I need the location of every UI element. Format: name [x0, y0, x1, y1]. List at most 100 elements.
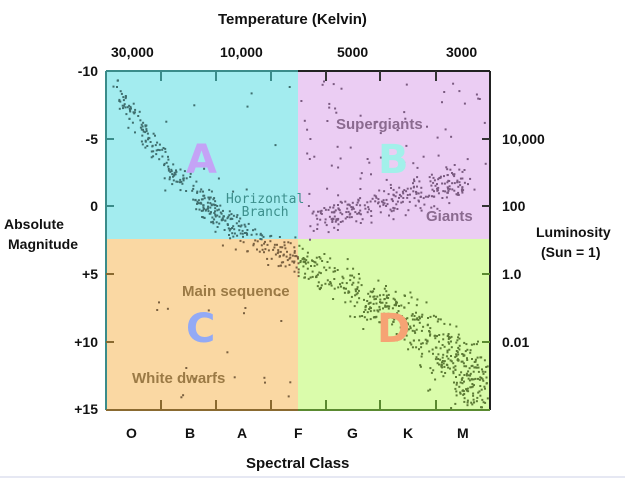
star-point [289, 253, 292, 256]
star-point [303, 261, 306, 264]
star-point [387, 307, 390, 310]
star-point [246, 250, 249, 253]
star-point [345, 287, 347, 290]
star-point [224, 219, 227, 222]
star-point [348, 213, 351, 216]
star-point [163, 164, 166, 167]
star-point [327, 208, 330, 211]
star-point [455, 355, 458, 358]
star-point [367, 302, 370, 305]
star-point [449, 336, 452, 339]
star-point [172, 179, 175, 182]
star-point [408, 200, 411, 203]
star-point [383, 312, 386, 315]
star-point [403, 338, 406, 341]
star-point [382, 201, 385, 204]
star-point [306, 251, 309, 254]
star-point [158, 143, 161, 146]
star-point [346, 267, 349, 270]
star-point [481, 398, 484, 401]
star-point [382, 307, 384, 310]
star-point [409, 327, 412, 330]
star-point [356, 201, 359, 204]
star-point [395, 203, 398, 206]
star-point [306, 255, 309, 258]
star-point [405, 190, 408, 193]
star-point [353, 316, 356, 318]
star-point [392, 320, 395, 323]
star-point [328, 283, 331, 286]
star-point [235, 216, 238, 219]
star-point [357, 273, 360, 275]
star-point [457, 193, 460, 196]
star-point [291, 260, 294, 263]
star-point [261, 248, 264, 251]
star-point [455, 350, 458, 352]
star-point [449, 323, 452, 326]
star-point [482, 401, 485, 404]
star-point [455, 383, 458, 386]
y-tick-label: -5 [85, 131, 98, 147]
star-point [406, 196, 409, 199]
star-point [438, 334, 441, 336]
star-point [453, 164, 456, 166]
star-point [385, 324, 388, 327]
star-point [232, 214, 235, 217]
star-point [466, 357, 468, 360]
star-point [289, 242, 292, 245]
star-point [420, 346, 423, 349]
star-point [337, 286, 340, 289]
x-tick-label: O [126, 425, 137, 441]
star-point [456, 358, 459, 361]
star-point [207, 210, 210, 213]
star-point [254, 239, 257, 242]
star-point [443, 345, 446, 348]
star-point [379, 211, 382, 214]
star-point [279, 264, 282, 267]
star-point [385, 296, 388, 299]
star-point [387, 293, 390, 296]
star-point [356, 301, 359, 304]
star-point [189, 175, 192, 178]
star-point [172, 175, 174, 178]
star-point [457, 333, 460, 336]
star-point [212, 198, 215, 201]
star-point [361, 218, 364, 221]
star-point [155, 153, 158, 156]
star-point [369, 290, 372, 293]
star-point [463, 102, 466, 105]
star-point [446, 351, 449, 354]
star-point [332, 83, 335, 86]
star-point [360, 172, 363, 175]
star-point [303, 258, 306, 261]
star-point [182, 179, 185, 182]
star-point [142, 128, 144, 131]
star-point [364, 305, 367, 308]
star-point [420, 342, 423, 345]
star-point [391, 316, 394, 319]
star-point [311, 212, 314, 215]
star-point [479, 385, 482, 387]
star-point [366, 300, 369, 302]
star-point [420, 209, 423, 212]
star-point [450, 355, 452, 357]
star-point [448, 348, 451, 351]
star-point [439, 358, 442, 361]
star-point [461, 186, 464, 189]
star-point [418, 321, 421, 324]
star-point [462, 393, 465, 396]
y2-tick-label: 1.0 [502, 266, 522, 282]
star-point [416, 166, 419, 169]
star-point [327, 231, 330, 234]
annotation-giants: Giants [426, 208, 473, 225]
star-point [214, 230, 217, 233]
star-point [157, 148, 160, 151]
star-point [336, 269, 339, 271]
star-point [197, 199, 200, 202]
star-point [267, 264, 270, 266]
star-point [366, 211, 369, 214]
star-point [436, 136, 439, 139]
star-point [446, 186, 449, 189]
star-point [453, 182, 456, 185]
star-point [448, 342, 451, 345]
